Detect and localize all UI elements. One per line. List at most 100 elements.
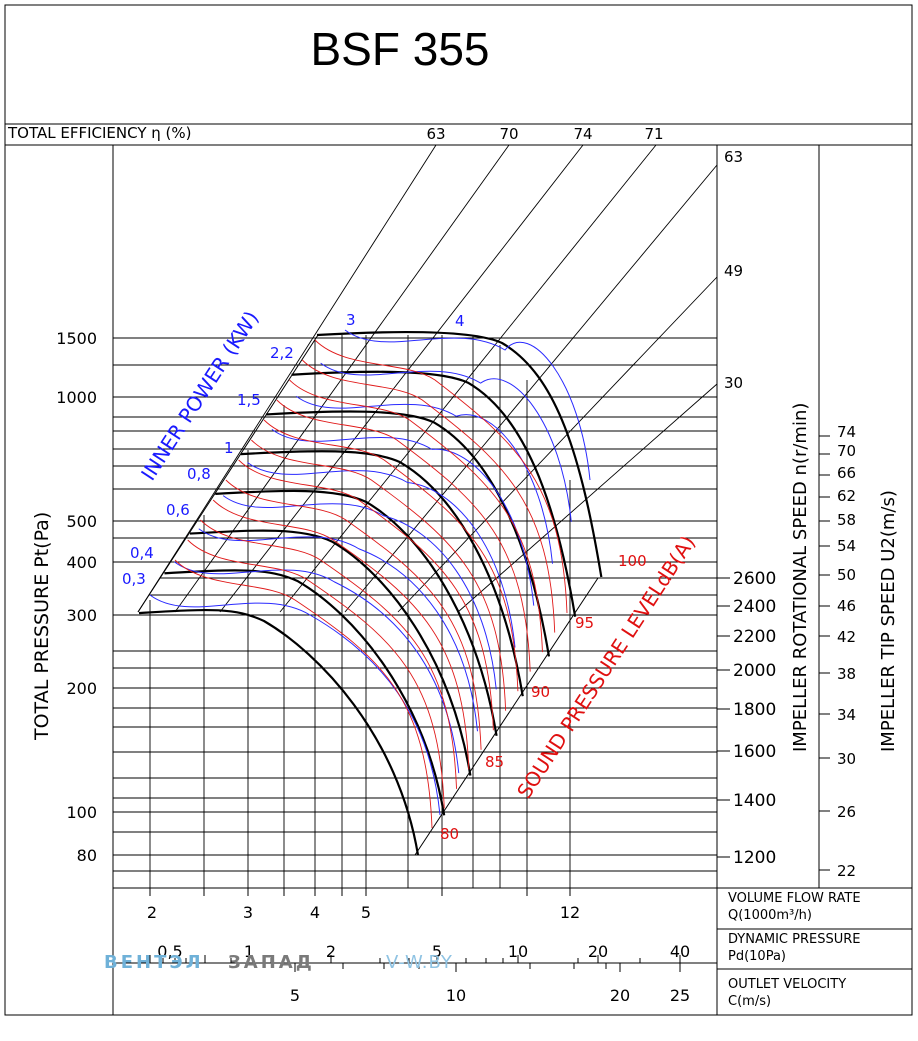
tip-speed-tick-label: 22 [837,862,856,880]
dynamic-pressure-tick-label: 2 [326,942,336,961]
watermark-part: ЗАПАД [228,952,315,973]
inner-power-curve [198,528,478,732]
rpm-tick-label: 2000 [733,661,776,681]
outlet-velocity-tick-labels: 5 10 20 25 [290,986,690,1005]
y-axis-label: TOTAL PRESSURE Pt(Pa) [31,512,53,741]
tip-speed-tick-label: 70 [837,442,856,460]
inner-power-value: 2,2 [270,344,294,362]
tip-speed-tick-label: 26 [837,803,856,821]
efficiency-diagonals [137,144,718,613]
inner-power-value: 3 [346,311,356,329]
inner-power-curve [222,495,497,690]
speed-curve [177,550,457,795]
dynamic-pressure-tick-label: 10 [508,942,528,961]
outlet-velocity-axis-unit: C(m/s) [728,994,771,1009]
rpm-tick-label: 2200 [733,627,776,647]
sound-pressure-curve [289,379,543,653]
dynamic-pressure-tick-label: 5 [432,942,442,961]
speed-curve [189,529,472,776]
sound-pressure-value: 100 [618,552,647,570]
sound-pressure-curve [301,359,556,633]
dynamic-pressure-tick-label: 0,5 [157,942,182,961]
sound-pressure-curve [238,459,494,731]
side-efficiency-value: 30 [724,374,743,392]
rpm-axis-label: IMPELLER ROTATIONAL SPEED n(r/min) [790,403,811,752]
y-tick-label: 400 [66,553,97,572]
sound-pressure-value: 90 [531,683,550,701]
inner-power-value: 0,3 [122,570,146,588]
inner-power-value: 0,8 [187,465,211,483]
inner-power-curve [295,395,553,564]
efficiency-header-label: TOTAL EFFICIENCY η (%) [7,124,191,142]
inner-power-labels: 0,3 0,4 0,6 0,8 1 1,5 2,2 3 4 [122,311,465,588]
speed-curve [164,569,446,816]
tip-speed-tick-label: 58 [837,511,856,529]
rpm-tick-label: 1800 [733,700,776,720]
flow-axis-label: VOLUME FLOW RATE [728,891,861,906]
rpm-tick-label: 2600 [733,569,776,589]
sound-pressure-curve [212,499,470,770]
sound-pressure-value: 80 [440,825,459,843]
efficiency-value: 63 [426,125,445,143]
y-tick-label: 1000 [56,388,97,407]
inner-power-curve [149,594,441,816]
outlet-velocity-tick-label: 10 [446,986,466,1005]
bottom-axis-descriptions: VOLUME FLOW RATE Q(1000m³/h) DYNAMIC PRE… [728,891,861,1009]
dynamic-pressure-axis-label: DYNAMIC PRESSURE [728,932,860,947]
speed-curve [240,450,524,697]
sound-pressure-curve [225,479,482,750]
y-tick-label: 80 [77,846,97,865]
sound-pressure-value: 85 [485,753,504,771]
sound-pressure-curve [251,439,507,711]
chart-frame [4,4,913,1016]
flow-tick-label: 4 [310,903,320,922]
rpm-ticks [717,577,730,858]
speed-curve [291,370,577,617]
outlet-velocity-tick-label: 20 [610,986,630,1005]
flow-axis-ticks [149,888,571,896]
rpm-tick-label: 1200 [733,848,776,868]
chart-title: BSF 355 [311,23,490,75]
y-tick-label: 500 [66,512,97,531]
dynamic-pressure-tick-label: 20 [588,942,608,961]
inner-power-curve [271,428,535,606]
dynamic-pressure-axis-unit: Pd(10Pa) [728,949,786,964]
flow-tick-label: 5 [361,903,371,922]
dynamic-pressure-ticks [113,955,717,964]
outlet-velocity-axis-label: OUTLET VELOCITY [728,977,846,992]
y-tick-label: 1500 [56,329,97,348]
inner-power-value: 0,4 [130,544,154,562]
tip-speed-tick-label: 38 [837,665,856,683]
efficiency-values: 63 70 74 71 [426,125,663,143]
flow-tick-label: 12 [560,903,580,922]
side-efficiency-value: 63 [724,148,743,166]
inner-power-value: 0,6 [166,501,190,519]
outlet-velocity-ticks [294,963,681,972]
watermark-part: ВЕНТЭЛ [104,952,204,973]
watermark-part: V-W.BY [386,952,453,973]
sound-pressure-value: 95 [575,614,594,632]
flow-tick-label: 2 [147,903,157,922]
efficiency-value: 71 [644,125,663,143]
tip-speed-tick-label: 54 [837,537,856,555]
speed-curves [138,330,603,856]
rpm-tick-label: 2400 [733,597,776,617]
rpm-side-efficiency: 63 49 30 [724,148,743,392]
watermark: ВЕНТЭЛ ЗАПАД V-W.BY [104,952,453,973]
inner-power-curve [320,362,572,522]
sound-pressure-curve [200,519,457,789]
dynamic-pressure-tick-label: 40 [670,942,690,961]
flow-axis-unit: Q(1000m³/h) [728,908,812,923]
dynamic-pressure-tick-label: 1 [244,942,254,961]
tip-speed-tick-label: 74 [837,423,856,441]
tip-speed-tick-label: 42 [837,628,856,646]
tip-speed-tick-label: 66 [837,464,856,482]
inner-power-curve [174,561,460,774]
inner-power-value: 1,5 [237,391,261,409]
power-curves [149,329,591,816]
inner-power-curve [247,462,516,648]
efficiency-value: 70 [499,125,518,143]
outlet-velocity-tick-label: 25 [670,986,690,1005]
tip-speed-tick-label: 46 [837,597,856,615]
